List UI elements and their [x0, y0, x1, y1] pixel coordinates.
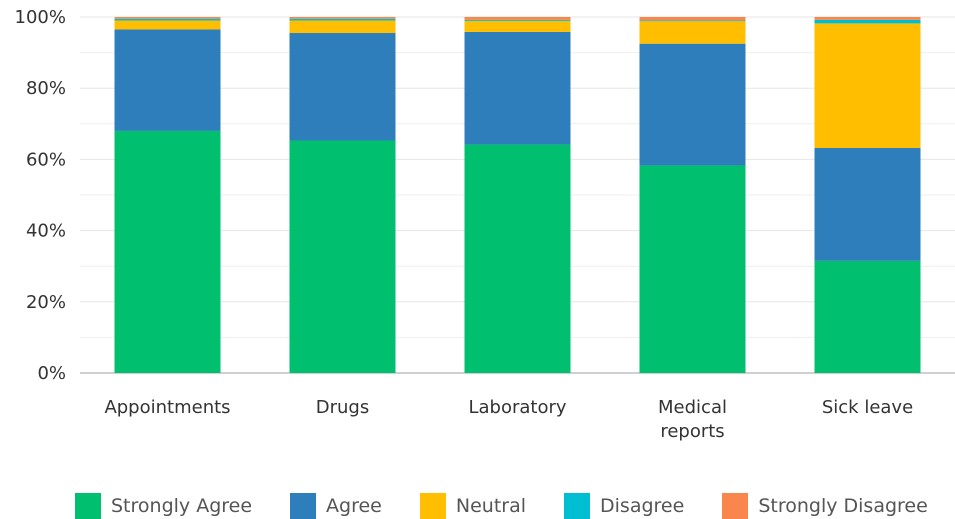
legend-swatch [564, 493, 591, 519]
x-category-label: Appointments [104, 397, 230, 418]
y-tick-label: 100% [15, 7, 66, 28]
y-tick-label: 40% [26, 221, 66, 242]
y-axis-tick-labels: 0% 20% 40% 60% 80% 100% [15, 7, 66, 384]
y-tick-label: 20% [26, 292, 66, 313]
bar-segment-disagree [639, 20, 746, 22]
bar-segment-strongly-agree [289, 140, 396, 373]
bar-segment-neutral [289, 20, 396, 34]
legend-label: Strongly Agree [111, 495, 253, 517]
legend-label: Neutral [455, 495, 527, 517]
bar-segment-neutral [464, 20, 571, 32]
bar-segment-neutral [639, 21, 746, 44]
bar-segment-agree [814, 148, 921, 261]
bar-segment-agree [639, 43, 746, 166]
bar-segment-strongly-disagree [639, 17, 746, 21]
bar-segment-agree [289, 33, 396, 141]
bar-segment-strongly-agree [814, 260, 921, 373]
legend-item: Neutral [419, 493, 527, 519]
bar-segment-neutral [114, 20, 221, 30]
bar-segment-strongly-disagree [289, 17, 396, 19]
legend-swatch [75, 493, 101, 519]
x-category-label: Drugs [316, 397, 369, 418]
legend-label: Disagree [600, 495, 685, 517]
y-tick-label: 0% [37, 363, 66, 384]
bar-segment-disagree [464, 19, 571, 21]
bar-segment-strongly-agree [114, 130, 221, 373]
legend-swatch [290, 493, 317, 519]
bar-segment-strongly-disagree [464, 17, 571, 20]
bar-segment-strongly-agree [464, 144, 571, 373]
y-tick-label: 80% [26, 78, 66, 99]
x-category-label: Sick leave [822, 397, 913, 418]
bars [114, 17, 921, 373]
bar-segment-agree [114, 29, 221, 131]
stacked-bar-chart: 0% 20% 40% 60% 80% 100% Appointments Drugs Labo… [15, 7, 955, 442]
bar-segment-disagree [289, 18, 396, 21]
bar-segment-disagree [814, 19, 921, 24]
bar-segment-strongly-disagree [114, 17, 221, 19]
bar-segment-strongly-disagree [814, 17, 921, 20]
legend-swatch [419, 493, 446, 519]
legend: Strongly Agree Agree Neutral Disagree Strong… [75, 493, 955, 519]
legend-item: Strongly Agree [75, 493, 252, 519]
bar-segment-disagree [114, 18, 221, 21]
x-category-label: Medical [658, 397, 727, 418]
bar-segment-strongly-agree [639, 165, 746, 373]
bar-segment-neutral [814, 23, 921, 149]
x-category-label: reports [660, 421, 724, 442]
legend-swatch [722, 493, 749, 519]
legend-label: Strongly Disagree [758, 495, 928, 517]
bar-segment-agree [464, 31, 571, 145]
x-category-label: Laboratory [468, 397, 566, 418]
legend-item: Strongly Disagree [722, 493, 928, 519]
legend-label: Agree [326, 495, 382, 517]
y-tick-label: 60% [26, 149, 66, 170]
x-axis-category-labels: Appointments Drugs Laboratory Medical report… [104, 397, 913, 442]
legend-item: Agree [290, 493, 382, 519]
legend-item: Disagree [564, 493, 684, 519]
